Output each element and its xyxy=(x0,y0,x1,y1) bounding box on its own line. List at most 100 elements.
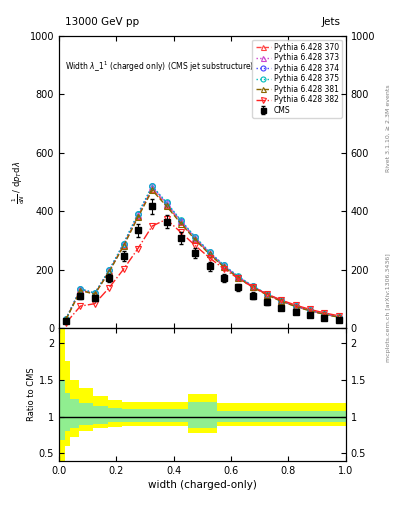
Pythia 6.428 373 xyxy=(164,201,169,207)
Pythia 6.428 374 xyxy=(92,290,97,296)
Pythia 6.428 375 xyxy=(136,211,140,217)
Pythia 6.428 375 xyxy=(107,267,112,273)
Pythia 6.428 373 xyxy=(150,184,154,190)
Pythia 6.428 375 xyxy=(64,315,68,322)
Pythia 6.428 381 xyxy=(164,203,169,209)
Pythia 6.428 373 xyxy=(250,283,255,289)
Pythia 6.428 374 xyxy=(336,314,341,320)
Pythia 6.428 382 xyxy=(193,243,198,249)
Pythia 6.428 370 xyxy=(178,219,183,225)
Pythia 6.428 373 xyxy=(336,314,341,320)
Pythia 6.428 370 xyxy=(78,287,83,293)
Pythia 6.428 370 xyxy=(222,263,226,269)
Pythia 6.428 370 xyxy=(336,314,341,320)
Pythia 6.428 381 xyxy=(250,284,255,290)
Pythia 6.428 373 xyxy=(207,250,212,256)
Pythia 6.428 370 xyxy=(92,291,97,297)
Pythia 6.428 382 xyxy=(178,229,183,236)
Pythia 6.428 382 xyxy=(136,246,140,252)
Pythia 6.428 374 xyxy=(136,211,140,218)
Pythia 6.428 374 xyxy=(207,249,212,255)
Pythia 6.428 382 xyxy=(293,302,298,308)
Pythia 6.428 375 xyxy=(236,273,241,280)
Pythia 6.428 374 xyxy=(322,311,327,317)
Pythia 6.428 381 xyxy=(279,298,284,304)
Text: Width $\lambda$_1$^1$ (charged only) (CMS jet substructure): Width $\lambda$_1$^1$ (charged only) (CM… xyxy=(65,59,254,74)
Pythia 6.428 374 xyxy=(193,234,198,241)
Pythia 6.428 381 xyxy=(236,275,241,281)
Pythia 6.428 375 xyxy=(164,199,169,205)
Line: Pythia 6.428 374: Pythia 6.428 374 xyxy=(63,184,342,322)
Pythia 6.428 381 xyxy=(92,291,97,297)
Pythia 6.428 373 xyxy=(279,297,284,304)
Pythia 6.428 382 xyxy=(264,291,269,297)
Pythia 6.428 370 xyxy=(293,303,298,309)
Pythia 6.428 374 xyxy=(264,291,269,297)
Pythia 6.428 375 xyxy=(336,314,341,320)
Pythia 6.428 373 xyxy=(107,268,112,274)
Pythia 6.428 381 xyxy=(222,264,226,270)
Pythia 6.428 375 xyxy=(264,291,269,297)
Pythia 6.428 375 xyxy=(279,297,284,304)
Pythia 6.428 370 xyxy=(193,236,198,242)
Pythia 6.428 373 xyxy=(193,235,198,241)
Pythia 6.428 370 xyxy=(250,284,255,290)
Pythia 6.428 382 xyxy=(336,313,341,319)
Pythia 6.428 370 xyxy=(136,213,140,219)
Pythia 6.428 382 xyxy=(322,310,327,316)
Pythia 6.428 374 xyxy=(279,297,284,304)
Pythia 6.428 382 xyxy=(308,306,312,312)
Pythia 6.428 374 xyxy=(107,267,112,273)
Pythia 6.428 375 xyxy=(250,283,255,289)
Pythia 6.428 375 xyxy=(222,262,226,268)
Pythia 6.428 382 xyxy=(250,284,255,290)
Pythia 6.428 375 xyxy=(322,311,327,317)
Text: Rivet 3.1.10, ≥ 2.3M events: Rivet 3.1.10, ≥ 2.3M events xyxy=(386,84,391,172)
Pythia 6.428 375 xyxy=(308,307,312,313)
Pythia 6.428 370 xyxy=(236,274,241,281)
Pythia 6.428 381 xyxy=(178,221,183,227)
Pythia 6.428 382 xyxy=(107,285,112,291)
Pythia 6.428 382 xyxy=(64,319,68,326)
Pythia 6.428 382 xyxy=(222,266,226,272)
Text: Jets: Jets xyxy=(321,17,340,27)
Pythia 6.428 375 xyxy=(207,249,212,255)
Pythia 6.428 373 xyxy=(64,315,68,322)
Y-axis label: $\frac{1}{\mathrm{d}N}$ / $\mathrm{d}p_T \mathrm{d}\lambda$: $\frac{1}{\mathrm{d}N}$ / $\mathrm{d}p_T… xyxy=(10,160,27,203)
Pythia 6.428 381 xyxy=(322,311,327,317)
Pythia 6.428 382 xyxy=(207,255,212,261)
Pythia 6.428 374 xyxy=(64,315,68,322)
Pythia 6.428 374 xyxy=(178,218,183,224)
Pythia 6.428 375 xyxy=(92,290,97,296)
Pythia 6.428 374 xyxy=(164,200,169,206)
Pythia 6.428 375 xyxy=(193,234,198,240)
Pythia 6.428 375 xyxy=(121,241,126,247)
Pythia 6.428 370 xyxy=(164,202,169,208)
Pythia 6.428 375 xyxy=(178,217,183,223)
Pythia 6.428 373 xyxy=(78,286,83,292)
Line: Pythia 6.428 381: Pythia 6.428 381 xyxy=(63,187,342,322)
Pythia 6.428 370 xyxy=(207,250,212,257)
Pythia 6.428 382 xyxy=(150,223,154,229)
Pythia 6.428 381 xyxy=(64,316,68,323)
Pythia 6.428 382 xyxy=(78,303,83,309)
Pythia 6.428 381 xyxy=(107,269,112,275)
Pythia 6.428 374 xyxy=(293,303,298,309)
Pythia 6.428 375 xyxy=(150,183,154,189)
Pythia 6.428 373 xyxy=(322,311,327,317)
Line: Pythia 6.428 375: Pythia 6.428 375 xyxy=(63,183,342,322)
Pythia 6.428 370 xyxy=(264,291,269,297)
Pythia 6.428 370 xyxy=(64,315,68,322)
Pythia 6.428 374 xyxy=(236,273,241,280)
Pythia 6.428 374 xyxy=(78,286,83,292)
Pythia 6.428 373 xyxy=(178,218,183,224)
Line: Pythia 6.428 370: Pythia 6.428 370 xyxy=(63,186,342,322)
Legend: Pythia 6.428 370, Pythia 6.428 373, Pythia 6.428 374, Pythia 6.428 375, Pythia 6: Pythia 6.428 370, Pythia 6.428 373, Pyth… xyxy=(252,39,342,118)
Pythia 6.428 381 xyxy=(336,314,341,321)
Pythia 6.428 374 xyxy=(121,241,126,247)
Line: Pythia 6.428 373: Pythia 6.428 373 xyxy=(63,184,342,322)
Pythia 6.428 373 xyxy=(293,303,298,309)
Pythia 6.428 381 xyxy=(207,251,212,258)
Y-axis label: Ratio to CMS: Ratio to CMS xyxy=(27,368,36,421)
Pythia 6.428 370 xyxy=(308,308,312,314)
